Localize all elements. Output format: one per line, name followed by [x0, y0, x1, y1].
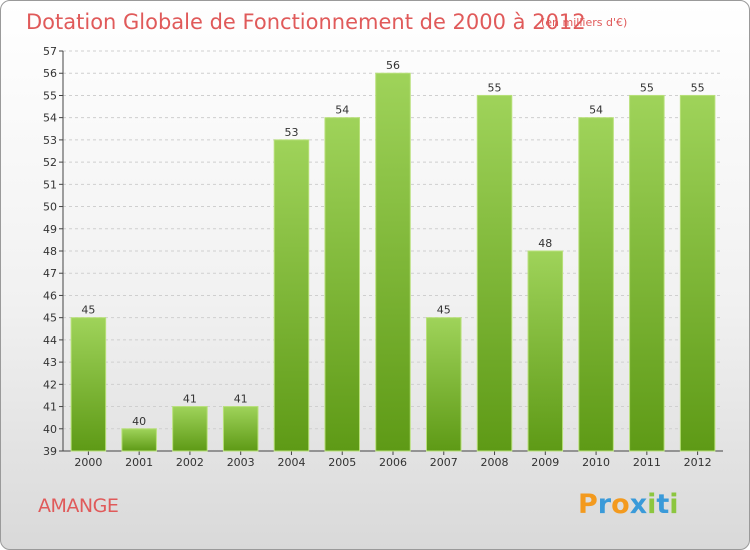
y-tick-label: 40 [43, 423, 57, 436]
bars [70, 72, 716, 452]
bar-2000 [70, 317, 107, 452]
y-tick-label: 53 [43, 134, 57, 147]
data-label: 48 [538, 237, 552, 250]
logo-letter: i [669, 489, 679, 520]
y-tick-label: 54 [43, 112, 57, 125]
bar-2002 [172, 406, 208, 452]
x-tick-label: 2009 [531, 456, 559, 469]
x-tick-label: 2010 [582, 456, 610, 469]
y-tick-label: 56 [43, 67, 57, 80]
logo-letter: t [656, 489, 670, 520]
y-tick-label: 48 [43, 245, 57, 258]
bar-2005 [324, 117, 360, 452]
y-tick-label: 41 [43, 401, 57, 414]
x-tick-label: 2000 [74, 456, 102, 469]
x-tick-label: 2001 [125, 456, 153, 469]
y-tick-label: 43 [43, 356, 57, 369]
x-tick-label: 2003 [227, 456, 255, 469]
y-tick-label: 47 [43, 267, 57, 280]
logo-letter: x [629, 489, 648, 520]
bar-2007 [426, 317, 462, 452]
y-tick-label: 51 [43, 178, 57, 191]
bar-2001 [121, 428, 157, 452]
data-label: 55 [488, 81, 502, 94]
data-label: 55 [640, 81, 654, 94]
x-tick-label: 2004 [277, 456, 305, 469]
data-label: 45 [437, 304, 451, 317]
x-tick-label: 2012 [684, 456, 712, 469]
y-tick-label: 50 [43, 201, 57, 214]
logo-letter: o [611, 489, 630, 520]
chart-title: Dotation Globale de Fonctionnement de 20… [26, 10, 586, 34]
y-tick-label: 55 [43, 89, 57, 102]
y-tick-label: 49 [43, 223, 57, 236]
commune-name: AMANGE [38, 495, 119, 517]
labels: 2000 45 2001 40 2002 41 2003 41 2004 53 2005 54 2006… [74, 59, 711, 469]
proxiti-logo[interactable]: Proxiti [578, 489, 679, 520]
logo-letter: i [647, 489, 657, 520]
bar-2010 [578, 117, 614, 452]
logo-letter: P [578, 489, 598, 520]
data-label: 54 [335, 104, 349, 117]
data-label: 56 [386, 59, 400, 72]
y-tick-label: 46 [43, 289, 57, 302]
logo-letter: r [597, 489, 612, 520]
bar-2012 [679, 94, 716, 452]
axes: 39 40 41 42 43 44 45 46 47 48 49 50 51 52 53 54 55 56 57 [43, 45, 723, 458]
x-tick-label: 2002 [176, 456, 204, 469]
x-tick-label: 2007 [430, 456, 458, 469]
bar-2009 [527, 250, 564, 452]
bar-2006 [375, 72, 411, 452]
bar-2011 [629, 94, 665, 452]
x-tick-label: 2011 [633, 456, 661, 469]
data-label: 41 [183, 393, 197, 406]
x-tick-label: 2006 [379, 456, 407, 469]
x-tick-label: 2008 [481, 456, 509, 469]
y-tick-label: 44 [43, 334, 57, 347]
x-tick-label: 2005 [328, 456, 356, 469]
data-label: 40 [132, 415, 146, 428]
data-label: 45 [81, 304, 95, 317]
y-tick-label: 52 [43, 156, 57, 169]
data-label: 54 [589, 104, 603, 117]
data-label: 53 [284, 126, 298, 139]
bar-2008 [476, 94, 513, 452]
y-tick-label: 39 [43, 445, 57, 458]
y-tick-label: 45 [43, 312, 57, 325]
data-label: 41 [234, 393, 248, 406]
y-tick-label: 42 [43, 378, 57, 391]
chart-unit: (en milliers d'€) [541, 16, 628, 29]
data-label: 55 [691, 81, 705, 94]
bar-2004 [273, 139, 310, 452]
y-tick-label: 57 [43, 45, 57, 58]
bar-2003 [222, 406, 259, 452]
